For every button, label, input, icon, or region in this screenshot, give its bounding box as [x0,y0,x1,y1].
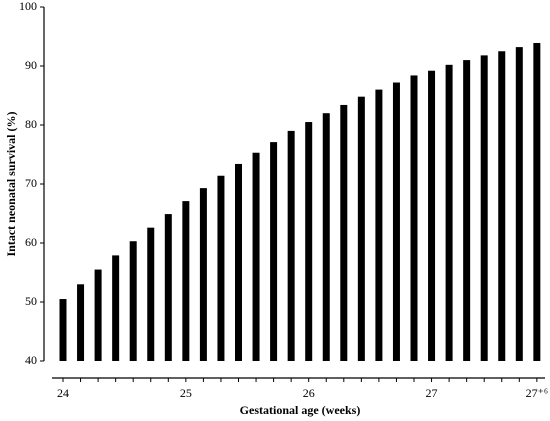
bar [305,122,313,361]
y-tick-label: 40 [25,353,37,367]
bar [445,64,453,361]
bar [252,152,260,361]
bar [199,188,207,361]
bar [270,142,278,361]
bar [235,163,242,361]
bar [533,42,541,362]
y-tick-label: 100 [19,0,37,13]
bar [164,214,172,361]
bar [182,201,190,361]
bar [322,113,330,361]
bar [94,269,102,361]
bar [77,284,85,361]
y-tick-label: 70 [25,176,37,190]
bar [428,70,436,361]
x-tick-label: 26 [303,386,315,400]
x-tick-label: 24 [57,386,69,400]
bar [340,104,348,361]
y-tick-label: 90 [25,58,37,72]
bar [129,241,137,361]
bar [463,60,471,361]
y-tick-label: 50 [25,294,37,308]
bar [147,227,155,361]
x-tick-label: 27 [426,386,438,400]
y-axis-label: Intact neonatal survival (%) [4,112,18,257]
bar [410,75,418,361]
y-tick-label: 60 [25,235,37,249]
bar [375,89,383,361]
bar [392,82,400,362]
bar [515,47,523,362]
x-axis-label: Gestational age (weeks) [240,403,361,417]
bar [112,255,120,361]
bar [59,299,67,361]
bar [498,51,506,361]
x-tick-label: 27⁺⁶ [526,386,549,400]
bar [480,55,488,361]
bar [287,130,295,361]
x-tick-label: 25 [180,386,192,400]
bar [217,175,225,361]
bar [357,96,365,362]
y-tick-label: 80 [25,117,37,131]
